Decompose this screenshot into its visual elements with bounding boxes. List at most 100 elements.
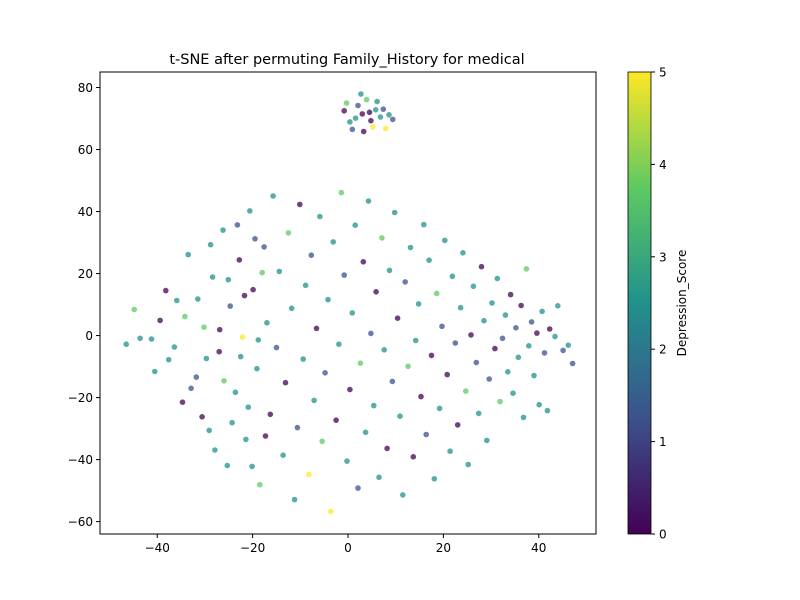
scatter-point	[152, 368, 158, 375]
scatter-point	[518, 302, 524, 309]
scatter-point	[370, 124, 376, 130]
scatter-point	[536, 401, 542, 408]
scatter-point	[358, 91, 364, 97]
scatter-point	[489, 300, 495, 306]
scatter-point	[182, 313, 188, 320]
scatter-point	[157, 317, 163, 324]
scatter-point	[439, 323, 445, 330]
scatter-point	[308, 252, 315, 258]
scatter-point	[229, 419, 235, 426]
scatter-point	[343, 100, 350, 106]
scatter-point	[249, 463, 255, 470]
scatter-point	[384, 445, 390, 452]
scatter-point	[243, 436, 249, 443]
scatter-point	[381, 347, 388, 353]
scatter-point	[486, 376, 493, 382]
scatter-point	[232, 389, 239, 396]
scatter-point	[415, 301, 422, 307]
colorbar-tick-label: 1	[659, 435, 667, 449]
scatter-point	[368, 117, 374, 124]
colorbar-tick-label: 5	[659, 66, 667, 80]
scatter-point	[220, 227, 226, 233]
scatter-point	[407, 244, 414, 251]
scatter-point	[484, 437, 490, 444]
scatter-point	[569, 360, 576, 367]
scatter-point	[148, 336, 155, 342]
scatter-point	[341, 108, 348, 114]
scatter-point	[502, 312, 509, 318]
scatter-point	[391, 209, 398, 216]
scatter-point	[297, 201, 303, 208]
scatter-point	[185, 251, 191, 258]
scatter-point	[225, 276, 232, 283]
scatter-point	[336, 341, 342, 348]
x-tick-label: −40	[145, 541, 170, 555]
x-tick-label: 40	[531, 541, 546, 555]
scatter-point	[347, 386, 353, 393]
scatter-point	[386, 267, 393, 274]
scatter-point	[359, 111, 366, 117]
scatter-point	[212, 447, 218, 453]
scatter-point	[252, 236, 258, 242]
scatter-point	[510, 390, 516, 397]
scatter-point	[410, 454, 417, 460]
scatter-point	[163, 287, 169, 294]
y-tick-label: 20	[78, 267, 93, 281]
scatter-point	[368, 330, 374, 337]
scatter-point	[565, 342, 572, 349]
colorbar-ticks: 0 1 2 3 4 5	[651, 66, 667, 542]
scatter-point	[412, 337, 419, 344]
scatter-point	[349, 310, 356, 316]
scatter-point	[505, 369, 511, 375]
scatter-point	[447, 448, 453, 455]
scatter-point	[330, 239, 337, 245]
scatter-point	[492, 345, 498, 352]
plot-area: −40 −20 0 20 40 −60 −40 −20 0 20 40 60 80	[68, 71, 597, 555]
scatter-point	[352, 222, 359, 228]
scatter-point	[285, 230, 292, 236]
scatter-point	[444, 371, 451, 378]
colorbar-tick-label: 0	[659, 528, 667, 542]
scatter-point	[426, 257, 432, 264]
scatter-point	[188, 385, 194, 392]
scatter-point	[300, 356, 307, 362]
scatter-point	[546, 326, 553, 332]
scatter-point	[431, 476, 438, 482]
scatter-point	[319, 438, 326, 445]
scatter-point	[389, 378, 396, 385]
scatter-point	[236, 257, 243, 263]
scatter-point	[174, 297, 180, 304]
scatter-point	[475, 410, 482, 417]
scatter-point	[452, 340, 459, 346]
scatter-point	[341, 272, 348, 278]
scatter-point	[528, 319, 535, 325]
scatter-point	[237, 353, 244, 360]
scatter-point	[355, 485, 361, 491]
scatter-point	[376, 474, 382, 481]
scatter-point	[131, 306, 138, 313]
scatter-point	[541, 350, 548, 356]
colorbar-label: Depression_Score	[675, 250, 689, 357]
scatter-point	[349, 126, 356, 133]
scatter-point	[442, 237, 448, 244]
scatter-point	[347, 119, 353, 125]
scatter-point	[224, 462, 231, 469]
scatter-point	[526, 343, 532, 349]
scatter-point	[560, 347, 566, 354]
scatter-point	[436, 405, 443, 412]
scatter-point	[322, 370, 328, 376]
scatter-point	[363, 96, 370, 103]
scatter-point	[552, 333, 558, 340]
scatter-point	[400, 492, 406, 498]
scatter-point	[544, 407, 551, 414]
scatter-point	[478, 263, 485, 270]
scatter-point	[382, 125, 389, 132]
scatter-point	[276, 268, 283, 275]
scatter-point	[294, 424, 301, 431]
scatter-point	[465, 461, 472, 468]
colorbar-tick-label: 4	[659, 158, 667, 172]
scatter-point	[262, 433, 269, 439]
scatter-point	[247, 208, 253, 214]
scatter-point	[311, 397, 317, 404]
